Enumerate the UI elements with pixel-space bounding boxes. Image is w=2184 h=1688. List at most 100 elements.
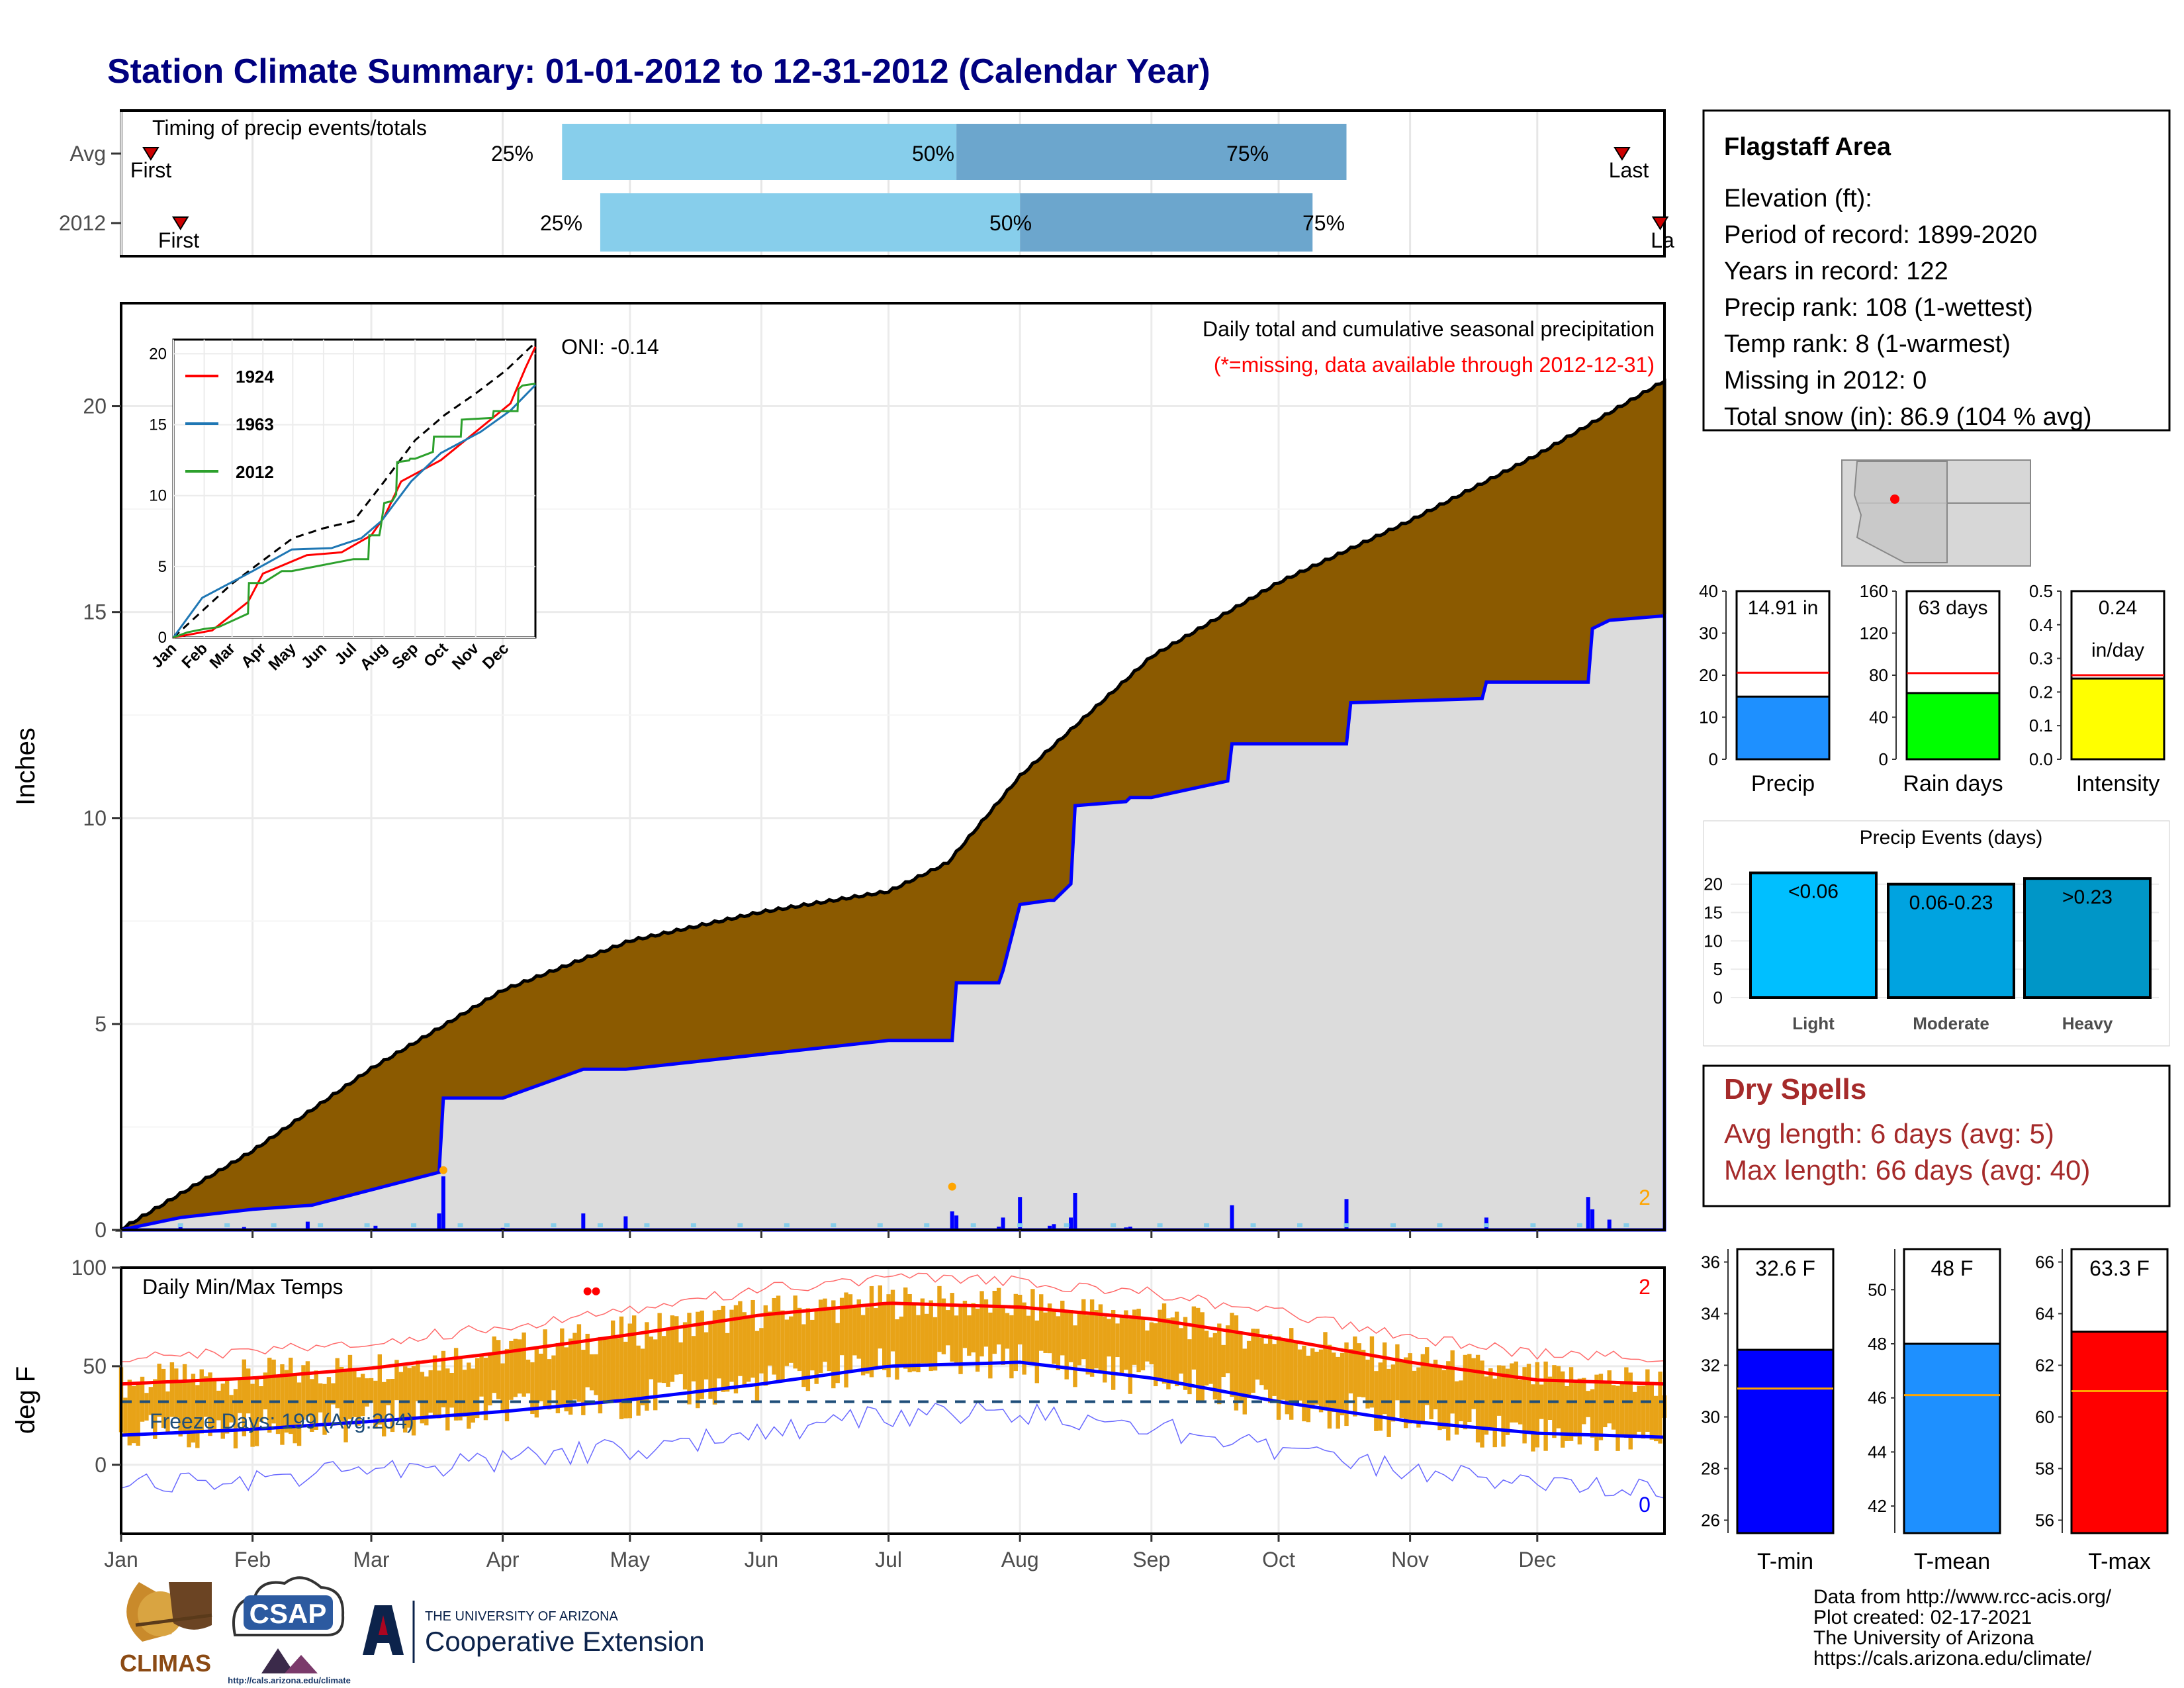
- daily-temp-bar: [1382, 1342, 1387, 1415]
- daily-temp-bar: [983, 1299, 989, 1347]
- daily-temp-bar: [971, 1303, 976, 1353]
- daily-temp-bar: [1463, 1354, 1468, 1430]
- footer-line: Plot created: 02-17-2021: [1813, 1607, 2032, 1628]
- daily-temp-bar: [530, 1362, 535, 1415]
- daily-temp-bar: [1403, 1357, 1408, 1429]
- daily-temp-bar: [310, 1379, 314, 1432]
- daily-temp-bar: [1611, 1385, 1616, 1430]
- summary-tick-label: 0.2: [2029, 682, 2053, 702]
- daily-temp-bar: [1607, 1370, 1612, 1424]
- daily-temp-bar: [411, 1366, 416, 1436]
- summary-bars: 0 10 20 30 40 14.91 in Precip 0 40 80 120 160 63 day…: [1699, 581, 2165, 796]
- daily-precip-bar: [581, 1213, 586, 1230]
- daily-temp-bar: [856, 1299, 861, 1359]
- daily-temp-bar: [1408, 1353, 1412, 1424]
- footer-line: Data from http://www.rcc-acis.org/: [1813, 1586, 2112, 1608]
- daily-temp-bar: [916, 1315, 921, 1373]
- daily-temp-bar: [645, 1322, 649, 1411]
- daily-temp-bar: [1547, 1376, 1553, 1421]
- daily-temp-bar: [1267, 1334, 1273, 1403]
- daily-temp-bar: [801, 1324, 806, 1387]
- daily-temp-bar: [296, 1382, 302, 1446]
- daily-temp-bar: [212, 1380, 217, 1431]
- daily-temp-bar: [403, 1366, 408, 1433]
- y2012-p50-label: 50%: [989, 211, 1032, 235]
- daily-temp-bar: [1026, 1315, 1031, 1364]
- snow-marker: [970, 1223, 976, 1227]
- daily-temp-bar: [224, 1378, 230, 1434]
- daily-temp-bar: [1052, 1309, 1056, 1364]
- daily-temp-bar: [352, 1368, 357, 1417]
- daily-temp-bar: [1425, 1347, 1430, 1405]
- temps-count-min: 0: [1639, 1493, 1651, 1517]
- precip-ytick-label: 0: [95, 1218, 107, 1242]
- daily-temp-bar: [153, 1379, 158, 1439]
- daily-temp-bar: [1081, 1299, 1086, 1360]
- daily-temp-bar: [967, 1315, 972, 1356]
- y2012-last-marker: [1651, 216, 1669, 230]
- temp-ytick-label: 50: [83, 1354, 107, 1378]
- station-location-marker: [1890, 494, 1899, 504]
- snow-marker: [1111, 1223, 1116, 1227]
- daily-precip-bar: [954, 1215, 959, 1230]
- summary-bar-rain_days: [1905, 692, 2001, 761]
- daily-temp-bar: [500, 1363, 505, 1411]
- inset-2012-line: [173, 383, 536, 639]
- temp-ytick-label: 100: [71, 1256, 107, 1280]
- precip-ytick-label: 20: [83, 395, 107, 418]
- temp-summary-tick-label: 36: [1701, 1252, 1720, 1272]
- daily-temp-bar: [1323, 1332, 1328, 1409]
- daily-temp-bar: [1569, 1367, 1574, 1441]
- events-tick-label: 15: [1704, 903, 1723, 923]
- daily-temp-bar: [1450, 1350, 1455, 1414]
- daily-temp-bar: [445, 1368, 450, 1430]
- daily-temp-bar: [525, 1359, 531, 1394]
- daily-temp-bar: [958, 1304, 963, 1374]
- daily-temp-bar: [674, 1316, 679, 1375]
- temp-summary-label: T-max: [2088, 1549, 2150, 1574]
- summary-tick-label: 0.1: [2029, 716, 2053, 735]
- daily-temp-bar: [1353, 1336, 1357, 1417]
- daily-temp-bar: [768, 1311, 772, 1366]
- daily-temp-bar: [818, 1299, 823, 1373]
- y2012-q25-q50-bar: [600, 193, 1021, 252]
- daily-temp-bar: [428, 1370, 433, 1413]
- snow-marker: [1343, 1223, 1349, 1227]
- daily-temp-bar: [347, 1354, 353, 1419]
- daily-temp-bar: [1653, 1395, 1659, 1442]
- daily-temp-bar: [1505, 1368, 1510, 1435]
- avg-max-line: [120, 1301, 1665, 1386]
- daily-temp-bar: [776, 1295, 781, 1383]
- daily-temp-bar: [746, 1315, 751, 1382]
- daily-temp-bar: [1365, 1359, 1370, 1409]
- daily-temp-bar: [1187, 1339, 1192, 1395]
- daily-temp-bar: [1632, 1391, 1637, 1436]
- daily-temp-bar: [1496, 1365, 1502, 1416]
- snow-marker: [457, 1223, 463, 1227]
- month-label: Apr: [486, 1548, 520, 1571]
- daily-temp-bar: [416, 1360, 420, 1401]
- daily-temp-bar: [420, 1372, 425, 1424]
- temp-summary-tick-label: 28: [1701, 1459, 1720, 1479]
- daily-temp-bar: [267, 1358, 272, 1433]
- station-name: Flagstaff Area: [1724, 133, 1891, 161]
- daily-temp-bar: [1170, 1317, 1175, 1384]
- snow-marker: [318, 1223, 324, 1227]
- temp-summary-tick-label: 48: [1868, 1334, 1887, 1354]
- daily-temp-bar: [1161, 1303, 1167, 1384]
- info-line: Total snow (in): 86.9 (104 % avg): [1724, 403, 2092, 431]
- daily-temp-bar: [1166, 1318, 1171, 1389]
- daily-temp-bar: [1119, 1317, 1124, 1374]
- daily-temp-bar: [1128, 1319, 1132, 1394]
- month-label: May: [610, 1548, 650, 1571]
- summary-tick-label: 0: [1879, 749, 1888, 769]
- daily-temp-bar: [1395, 1344, 1400, 1401]
- daily-temp-bar: [1420, 1354, 1426, 1423]
- location-map: [1841, 459, 2031, 567]
- daily-temp-bar: [305, 1361, 310, 1417]
- daily-temp-bar: [1582, 1378, 1586, 1425]
- daily-temp-bar: [627, 1323, 632, 1419]
- daily-temp-bar: [738, 1301, 743, 1376]
- daily-temp-bar: [1060, 1300, 1065, 1356]
- daily-temp-bar: [1068, 1309, 1073, 1362]
